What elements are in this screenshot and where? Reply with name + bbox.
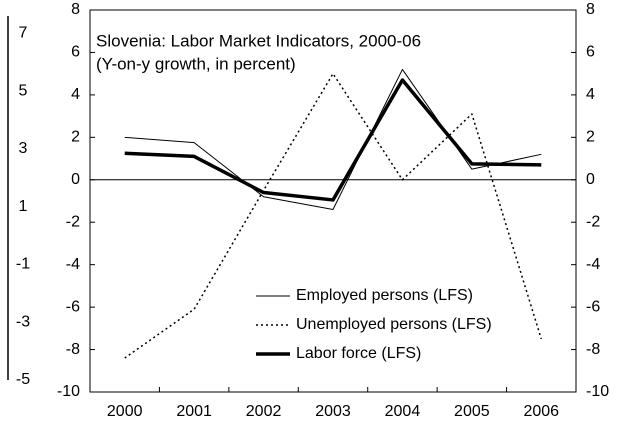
y-tick-label: 2 [71,129,80,146]
y2-tick-label: 8 [586,1,595,18]
y-tick-label: -4 [66,256,80,273]
x-tick-label: 2003 [315,403,351,420]
y2-tick-label: 2 [586,129,595,146]
legend-label: Employed persons (LFS) [296,287,473,304]
y-tick-label: 6 [71,44,80,61]
y-tick-label: 7 [19,25,28,42]
y2-tick-label: 6 [586,44,595,61]
chart-subtitle: (Y-on-y growth, in percent) [96,54,296,73]
y-tick-label: 3 [19,140,28,157]
legend-label: Labor force (LFS) [296,345,421,362]
y-tick-label: -1 [16,256,30,273]
series-line [124,72,543,359]
x-tick-label: 2001 [176,403,212,420]
y2-tick-label: 0 [586,171,595,188]
y2-tick-label: -2 [586,213,600,230]
y-tick-label: 5 [19,82,28,99]
legend-label: Unemployed persons (LFS) [296,316,492,333]
plot-frame [89,9,577,393]
y-tick-label: 8 [71,1,80,18]
y-tick-label: -6 [66,298,80,315]
y-tick-label: -3 [16,313,30,330]
y2-tick-label: -4 [586,256,600,273]
series-line [124,78,542,202]
y2-tick-label: -6 [586,298,600,315]
x-tick-label: 2005 [454,403,490,420]
y-tick-label: -10 [57,383,80,400]
x-tick-label: 2004 [385,403,421,420]
y-tick-label: -2 [66,213,80,230]
y-tick-label: 1 [19,198,28,215]
x-tick-label: 2006 [523,403,559,420]
y2-tick-label: -8 [586,341,600,358]
y2-tick-label: -10 [586,383,609,400]
series-line [124,68,542,210]
x-tick-label: 2000 [107,403,143,420]
x-tick-label: 2002 [246,403,282,420]
y-tick-label: -5 [16,371,30,388]
y2-tick-label: 4 [586,86,595,103]
y-tick-label: 0 [71,171,80,188]
y-tick-label: -8 [66,341,80,358]
chart-title: Slovenia: Labor Market Indicators, 2000-… [96,31,421,50]
y-tick-label: 4 [71,86,80,103]
